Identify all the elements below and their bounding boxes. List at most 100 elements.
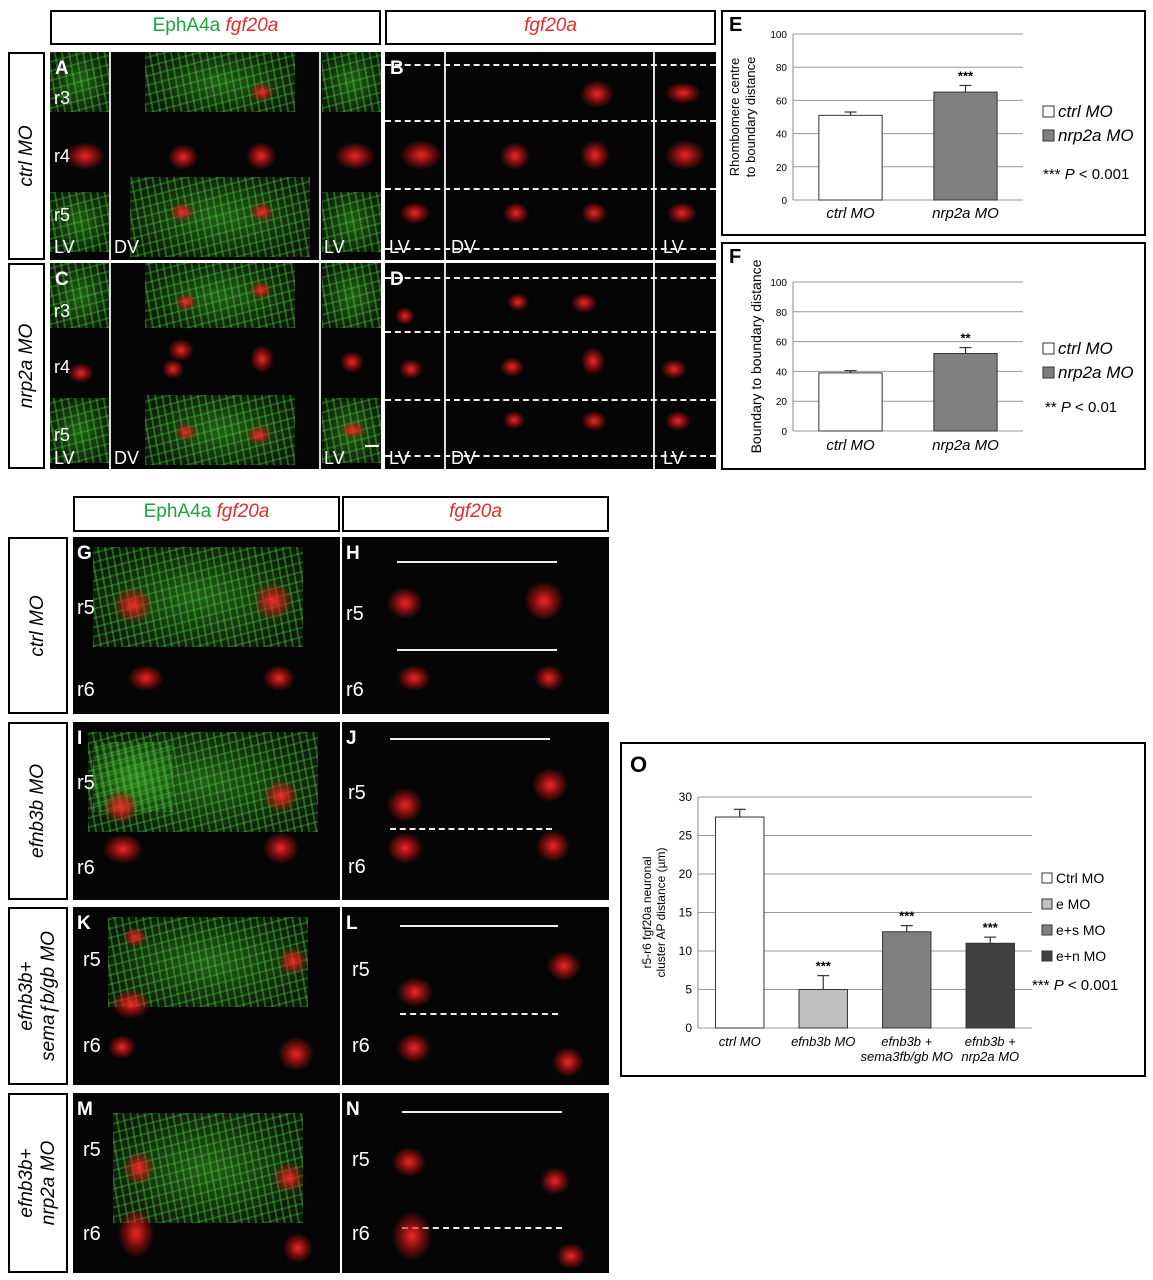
panel-letter: G [77,543,92,564]
fgf20a-signal [340,421,366,439]
micrograph-panel-n: N r5 r6 [342,1093,609,1273]
legend-label: e MO [1056,896,1090,912]
fgf20a-signal [263,780,299,812]
rhombomere-label: r3 [54,301,71,321]
micrograph-panel-b: B LV DV LV [385,52,716,260]
row-label-text: ctrl MO [15,125,37,187]
micrograph-panel-d: D LV DV LV [385,263,716,469]
fgf20a-signal [170,202,194,222]
legend-label: ctrl MO [1058,339,1113,358]
rhombomere-label: r3 [54,88,71,108]
bar [882,931,932,1029]
y-tick-label: 30 [679,790,693,804]
fgf20a-signal [524,581,564,621]
bar-chart-o: 0 5 10 15 20 25 30 r5-r6 fgf20a neuronalcluster… [640,790,1119,1064]
y-axis-label-line: r5-r6 fgf20a neuronal [640,856,654,968]
panel-letter: D [390,269,404,290]
panel-letter: F [729,246,742,268]
legend-swatch [1042,105,1055,118]
fgf20a-signal [250,345,274,373]
fgf20a-signal [103,834,143,864]
row-label-efnb3b-sema-mo: efnb3b+ semaƒb/gb MO [8,907,68,1085]
fgf20a-signal [507,293,529,311]
epha4a-signal [322,192,381,252]
significance-marker: *** [899,909,915,924]
panel-letter: O [630,752,648,777]
y-tick-label: 20 [679,867,693,881]
y-tick-label: 100 [770,278,787,289]
row-label-nrp2a-mo: nrp2a MO [8,263,45,469]
panel-letter: J [346,728,357,749]
fgf20a-signal [250,281,272,299]
legend-swatch [1042,366,1055,379]
row-label-efnb3b-mo: efnb3b MO [8,722,68,900]
row-label-text: nrp2a MO [15,323,37,409]
y-tick-label: 15 [679,906,693,920]
row-label-efnb3b-nrp2a-mo: efnb3b+ nrp2a MO [8,1093,68,1273]
legend-label: e+n MO [1056,948,1106,964]
fgf20a-signal [547,951,581,981]
rhombomere-label: r6 [346,679,364,701]
micrograph-panel-a: A r3 r4 r5 LV DV LV [50,52,381,260]
fgf20a-label: fgf20a [524,15,577,36]
epha4a-signal [50,52,110,112]
significance-marker: *** [816,959,832,974]
fgf20a-signal [500,357,524,377]
panel-divider [319,52,321,260]
y-tick-label: 80 [776,308,788,319]
rhombomere-label: r6 [83,1035,101,1057]
fgf20a-signal [536,830,570,862]
fgf20a-signal [263,832,299,864]
fgf20a-signal [340,351,364,373]
fgf20a-signal [168,339,194,361]
panel-divider [444,263,446,469]
x-category-label: ctrl MO [826,205,875,222]
rhombomere-label: r4 [54,146,71,166]
legend-label: ctrl MO [1058,102,1113,121]
x-category-label-line: ctrl MO [826,205,875,222]
view-label: DV [451,237,477,257]
fgf20a-signal [397,977,433,1007]
panel-letter: I [77,728,83,749]
fgf20a-signal [665,82,701,104]
view-label: LV [663,237,684,257]
epha4a-signal [322,52,381,112]
fgf20a-signal [123,927,147,947]
micrograph-panel-m: M r5 r6 [73,1093,340,1273]
x-category-label: efnb3b + sema3fb/gb MO [861,1034,954,1064]
y-tick-label: 100 [770,30,787,41]
row-label-ctrl-mo: ctrl MO [8,52,45,260]
fgf20a-signal [387,788,423,822]
significance-marker: *** [983,920,999,935]
fgf20a-signal [581,411,607,431]
fgf20a-signal [263,665,295,691]
epha4a-signal [145,395,295,465]
chart-panel-e: E 0 20 40 60 80 100 Rhombomere centreto bounda… [721,10,1146,236]
fgf20a-signal [246,425,272,445]
y-axis-label-line: to boundary distance [743,57,758,178]
fgf20a-signal [397,1033,431,1063]
bar-chart-f: 0 20 40 60 80 100 Boundary to boundary distanc… [748,259,1134,454]
fgf20a-label: fgf20a [216,501,270,522]
y-axis-label: Rhombomere centreto boundary distance [727,57,758,178]
fgf20a-signal [665,411,691,431]
rhombomere-label: r6 [83,1223,101,1245]
bar-chart-e: 0 20 40 60 80 100 Rhombomere centreto boundary… [727,30,1133,222]
bar [818,114,883,201]
y-tick-label: 60 [776,96,788,107]
x-category-label-line: nrp2a MO [932,205,999,222]
panel-divider [319,263,321,469]
y-axis-label: Boundary to boundary distance [748,259,764,453]
micrograph-panel-k: K r5 r6 [73,907,340,1085]
fgf20a-signal [387,587,423,619]
fgf20a-signal [278,1037,314,1071]
view-label: LV [54,237,75,257]
p-value-note-part: *** [1032,977,1054,994]
fgf20a-signal [500,142,530,170]
rhombomere-label: r6 [352,1223,370,1245]
fgf20a-signal [387,832,423,864]
y-tick-label: 25 [679,829,693,843]
bar [933,91,998,201]
view-label: DV [451,448,477,468]
legend-swatch [1041,898,1053,910]
